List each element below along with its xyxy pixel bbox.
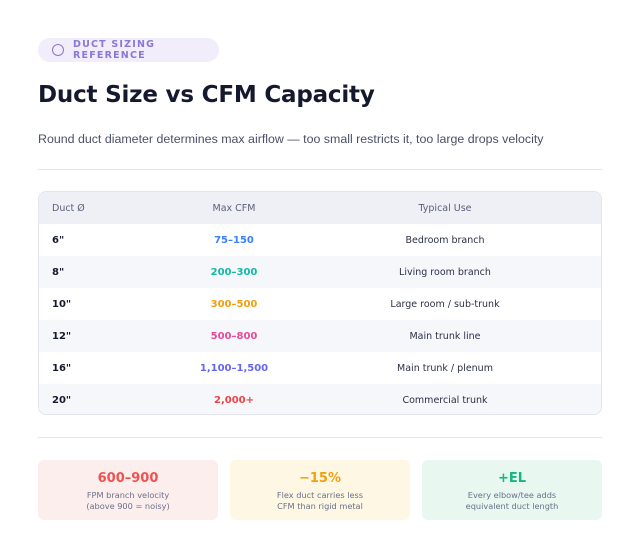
divider [38,437,602,438]
stat-description: Flex duct carries less CFM than rigid me… [230,490,410,511]
max-cfm-cell: 300–500 [210,298,258,310]
table-row: 12" 500–800 Main trunk line [39,320,601,352]
typical-use-cell: Main trunk line [409,330,481,342]
duct-size-cell: 20" [52,394,72,406]
table-header-row: Duct Ø Max CFM Typical Use [39,192,601,224]
table-row: 16" 1,100–1,500 Main trunk / plenum [39,352,601,384]
stat-description-line: Every elbow/tee adds [467,490,557,500]
stat-card-equivalent-length: +EL Every elbow/tee adds equivalent duct… [422,460,602,520]
stat-card-velocity: 600–900 FPM branch velocity (above 900 =… [38,460,218,520]
stat-description: FPM branch velocity (above 900 = noisy) [38,490,218,511]
stat-card-flex-duct: −15% Flex duct carries less CFM than rig… [230,460,410,520]
duct-size-cell: 10" [52,298,72,310]
stat-description-line: (above 900 = noisy) [86,500,170,511]
duct-size-table: Duct Ø Max CFM Typical Use 6" 75–150 Bed… [38,191,602,415]
stat-value: −15% [298,471,341,486]
duct-size-cell: 12" [52,330,72,342]
table-row: 20" 2,000+ Commercial trunk [39,384,601,414]
stat-value: 600–900 [97,471,159,486]
section-badge: DUCT SIZING REFERENCE [38,38,219,62]
typical-use-cell: Bedroom branch [405,234,485,246]
typical-use-cell: Living room branch [399,266,491,278]
max-cfm-cell: 200–300 [210,266,258,278]
divider [38,169,602,170]
max-cfm-cell: 2,000+ [213,394,254,406]
typical-use-cell: Large room / sub-trunk [390,298,500,310]
max-cfm-cell: 500–800 [210,330,258,342]
stat-description-line: FPM branch velocity [86,490,170,500]
table-row: 8" 200–300 Living room branch [39,256,601,288]
duct-size-cell: 8" [52,266,65,278]
max-cfm-cell: 1,100–1,500 [199,362,269,374]
column-header-cfm: Max CFM [212,202,256,214]
stat-value: +EL [497,471,527,486]
stat-description: Every elbow/tee adds equivalent duct len… [422,490,602,511]
page-title: Duct Size vs CFM Capacity [38,82,375,108]
typical-use-cell: Commercial trunk [402,394,488,406]
badge-label: DUCT SIZING REFERENCE [73,39,156,61]
table-row: 6" 75–150 Bedroom branch [39,224,601,256]
typical-use-cell: Main trunk / plenum [397,362,493,374]
stat-description-line: equivalent duct length [465,500,559,511]
duct-size-cell: 16" [52,362,72,374]
stat-description-line: Flex duct carries less [276,490,364,500]
stat-description-line: CFM than rigid metal [277,500,363,511]
column-header-duct: Duct Ø [52,202,85,214]
circle-icon [52,44,64,56]
page-subtitle: Round duct diameter determines max airfl… [38,132,544,146]
stat-cards: 600–900 FPM branch velocity (above 900 =… [38,460,602,520]
max-cfm-cell: 75–150 [214,234,254,246]
duct-size-cell: 6" [52,234,65,246]
table-row: 10" 300–500 Large room / sub-trunk [39,288,601,320]
column-header-use: Typical Use [418,202,472,214]
